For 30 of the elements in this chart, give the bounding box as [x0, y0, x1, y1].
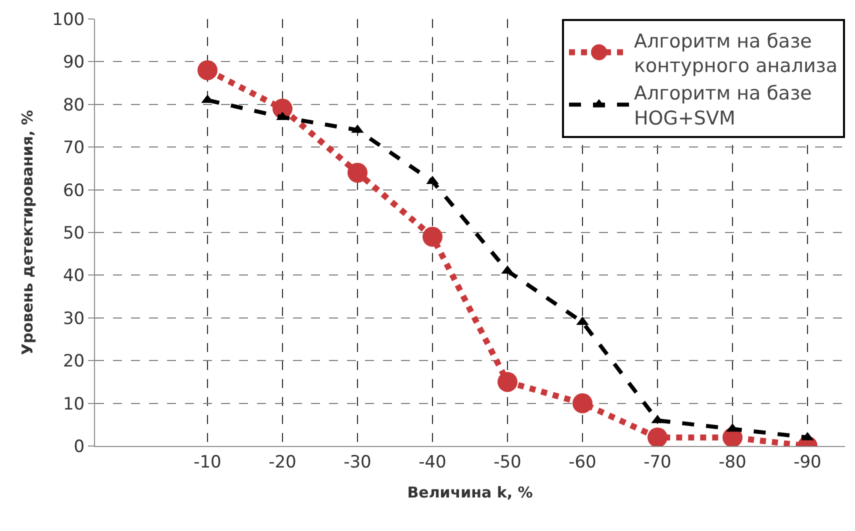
x-axis-title: Величина k, %	[407, 483, 533, 502]
x-tick-label: -20	[268, 452, 296, 472]
legend-label: Алгоритм на базе HOG+SVM	[634, 82, 812, 130]
x-tick-label: -30	[344, 452, 372, 472]
point	[572, 393, 592, 414]
x-tick-label: -50	[494, 452, 522, 472]
y-tick-label: 0	[74, 436, 85, 457]
point	[498, 372, 518, 392]
y-tick-label: 90	[62, 52, 85, 73]
x-tick-label: -70	[644, 452, 672, 472]
point	[348, 162, 368, 183]
y-tick-label: 50	[62, 223, 85, 244]
x-tick-label: -60	[568, 452, 596, 472]
point	[422, 226, 442, 247]
y-tick-label: 10	[62, 394, 85, 414]
y-tick-label: 70	[62, 138, 85, 158]
x-tick-label: -90	[794, 452, 822, 472]
x-tick-label: -10	[194, 452, 222, 472]
y-tick-label: 80	[62, 95, 85, 116]
y-tick-label: 30	[62, 308, 85, 329]
y-axis-title: Уровень детектирования, %	[18, 110, 36, 355]
x-tick-label: -40	[418, 452, 446, 472]
point	[648, 427, 668, 446]
y-tick-label: 20	[62, 352, 85, 372]
y-tick-label: 40	[62, 266, 85, 286]
x-tick-label: -80	[718, 452, 746, 472]
point	[198, 60, 218, 80]
legend-label: Алгоритм на базе контурного анализа	[634, 30, 838, 77]
y-tick-label: 60	[62, 180, 85, 201]
y-tick-label: 100	[52, 10, 85, 30]
